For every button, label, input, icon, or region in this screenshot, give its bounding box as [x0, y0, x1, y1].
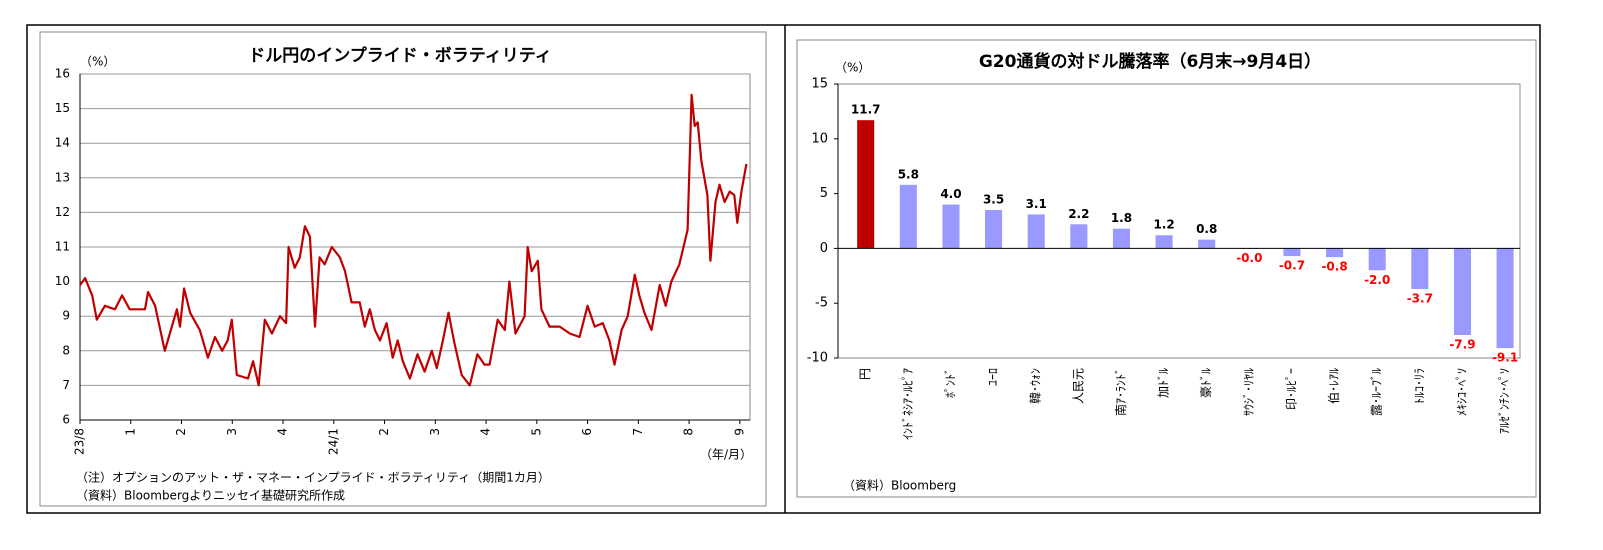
bar: [1411, 248, 1429, 289]
y-tick-label: 10: [811, 131, 828, 146]
data-label: -0.0: [1236, 251, 1262, 265]
y-tick-label: 7: [62, 378, 70, 392]
chart-title: ドル円のインプライド・ボラティリティ: [248, 45, 551, 66]
x-tick-label: 7: [631, 428, 645, 436]
x-tick-label: 2: [377, 428, 391, 436]
y-tick-label: 9: [62, 309, 70, 323]
data-label: 0.8: [1196, 222, 1217, 236]
chart-frame: [39, 31, 767, 507]
note: （資料）Bloomberg: [843, 479, 956, 493]
x-unit: （年/月）: [700, 448, 752, 462]
note: （注）オプションのアット・ザ・マネー・インプライド・ボラティリティ（期間1カ月）: [76, 470, 550, 485]
x-tick-label: 加ﾄﾞﾙ: [1157, 368, 1171, 398]
y-tick-label: 11: [55, 240, 70, 254]
x-tick-label: ｲﾝﾄﾞﾈｼｱ･ﾙﾋﾟｱ: [901, 368, 915, 440]
y-tick-label: 12: [55, 205, 70, 219]
x-tick-label: 5: [529, 428, 543, 436]
x-tick-label: 伯･ﾚｱﾙ: [1326, 368, 1341, 404]
bar: [985, 210, 1003, 249]
bar: [1070, 224, 1088, 249]
data-label: 3.1: [1026, 197, 1047, 211]
x-tick-label: 露･ﾙｰﾌﾞﾙ: [1370, 368, 1384, 416]
x-tick-label: ﾕｰﾛ: [986, 368, 1000, 386]
y-tick-label: -10: [807, 351, 828, 366]
data-label: -9.1: [1492, 351, 1518, 365]
data-label: 4.0: [940, 187, 961, 201]
y-tick-label: 8: [62, 343, 70, 357]
data-label: 1.8: [1111, 211, 1132, 225]
y-tick-label: 13: [55, 170, 70, 184]
y-tick-label: 15: [811, 77, 828, 92]
outer-frame: [26, 24, 1541, 514]
x-tick-label: 円: [858, 368, 872, 380]
x-tick-label: 人民元: [1071, 368, 1085, 404]
y-unit: （%）: [80, 55, 115, 69]
x-tick-label: 豪ﾄﾞﾙ: [1198, 368, 1213, 398]
x-tick-label: ﾄﾙｺ･ﾘﾗ: [1412, 368, 1426, 404]
bar: [1155, 235, 1173, 249]
data-label: 3.5: [983, 193, 1004, 207]
bar: [857, 120, 875, 249]
bar: [1368, 248, 1386, 271]
x-tick-label: 4: [479, 428, 493, 436]
data-label: 5.8: [898, 167, 919, 181]
chart-frame: [796, 39, 1537, 498]
data-label: -7.9: [1449, 337, 1475, 351]
bar: [1453, 248, 1471, 335]
x-tick-label: 1: [123, 428, 137, 436]
bar: [1326, 248, 1344, 258]
y-unit: （%）: [835, 61, 870, 75]
y-tick-label: 16: [55, 67, 70, 81]
x-tick-label: 6: [580, 428, 594, 436]
data-label: 2.2: [1068, 207, 1089, 221]
y-tick-label: 5: [820, 186, 828, 201]
x-tick-label: 24/1: [326, 428, 340, 455]
y-tick-label: -5: [815, 296, 828, 311]
x-tick-label: ｱﾙｾﾞﾝﾁﾝ･ﾍﾟｿ: [1498, 368, 1512, 434]
plot-area: [837, 83, 1521, 359]
x-tick-label: 韓･ｳｫﾝ: [1029, 368, 1043, 404]
x-tick-label: 3: [225, 428, 239, 436]
bar: [1283, 248, 1301, 257]
bar: [1112, 228, 1130, 249]
bar: [899, 184, 917, 249]
x-tick-label: 23/8: [73, 428, 87, 455]
x-tick-label: 3: [428, 428, 442, 436]
x-tick-label: 4: [276, 428, 290, 436]
bar: [1496, 248, 1514, 349]
x-tick-label: 2: [174, 428, 188, 436]
y-tick-label: 15: [55, 101, 70, 115]
note: （資料）Bloombergよりニッセイ基礎研究所作成: [76, 488, 345, 503]
data-label: -0.7: [1279, 259, 1305, 273]
y-tick-label: 10: [55, 274, 70, 288]
line-series: [79, 93, 748, 387]
x-tick-label: 印･ﾙﾋﾟｰ: [1284, 368, 1298, 410]
x-tick-label: 南ｱ･ﾗﾝﾄﾞ: [1113, 368, 1128, 416]
data-label: -3.7: [1407, 291, 1433, 305]
x-tick-label: ﾎﾟﾝﾄﾞ: [943, 368, 957, 398]
y-tick-label: 6: [62, 413, 70, 427]
x-tick-label: 8: [682, 428, 696, 436]
bar: [1198, 239, 1216, 249]
bar: [1027, 214, 1045, 249]
data-label: -2.0: [1364, 273, 1390, 287]
x-tick-label: 9: [732, 428, 746, 436]
data-label: 11.7: [851, 103, 881, 117]
y-tick-label: 0: [820, 241, 828, 256]
data-label: -0.8: [1321, 260, 1347, 274]
y-tick-label: 14: [55, 136, 70, 150]
data-label: 1.2: [1153, 218, 1174, 232]
x-tick-label: ｻｳｼﾞ･ﾘﾔﾙ: [1242, 368, 1256, 416]
chart-title: G20通貨の対ドル騰落率（6月末→9月4日）: [979, 51, 1321, 72]
x-tick-label: ﾒｷｼｺ･ﾍﾟｿ: [1455, 368, 1469, 416]
bar: [942, 204, 960, 249]
